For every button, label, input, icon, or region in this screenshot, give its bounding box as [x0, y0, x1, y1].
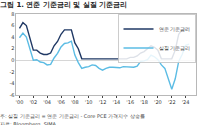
svg-text:'00: '00: [16, 99, 24, 105]
svg-text:'16: '16: [126, 99, 134, 105]
svg-text:연준 기준금리: 연준 기준금리: [159, 26, 191, 32]
svg-text:0: 0: [11, 57, 14, 63]
svg-text:-2: -2: [9, 69, 14, 75]
svg-text:'08: '08: [71, 99, 79, 105]
svg-text:'02: '02: [29, 99, 37, 105]
svg-text:4: 4: [11, 34, 14, 40]
svg-text:2: 2: [11, 45, 14, 51]
svg-text:'20: '20: [154, 99, 162, 105]
svg-text:실질 기준금리: 실질 기준금리: [159, 45, 191, 51]
svg-text:자료: Bloomberg, SIMA: 자료: Bloomberg, SIMA: [0, 121, 57, 125]
svg-text:'22: '22: [168, 99, 176, 105]
svg-text:'14: '14: [113, 99, 121, 105]
svg-text:-6: -6: [9, 92, 14, 98]
svg-text:'04: '04: [43, 99, 51, 105]
svg-text:'12: '12: [99, 99, 107, 105]
svg-text:'06: '06: [57, 99, 65, 105]
svg-text:'10: '10: [85, 99, 93, 105]
svg-text:8: 8: [11, 11, 14, 17]
svg-text:-4: -4: [9, 80, 14, 86]
svg-text:'24: '24: [182, 99, 190, 105]
svg-text:주: 실질 기준금리 = 연준 기준금리 - Core PC: 주: 실질 기준금리 = 연준 기준금리 - Core PCE 가격지수 상승률: [0, 113, 145, 119]
svg-text:'18: '18: [140, 99, 148, 105]
svg-text:그림 1. 연준 기준금리 및 실질 기준금리: 그림 1. 연준 기준금리 및 실질 기준금리: [0, 1, 127, 9]
svg-text:6: 6: [11, 22, 14, 28]
